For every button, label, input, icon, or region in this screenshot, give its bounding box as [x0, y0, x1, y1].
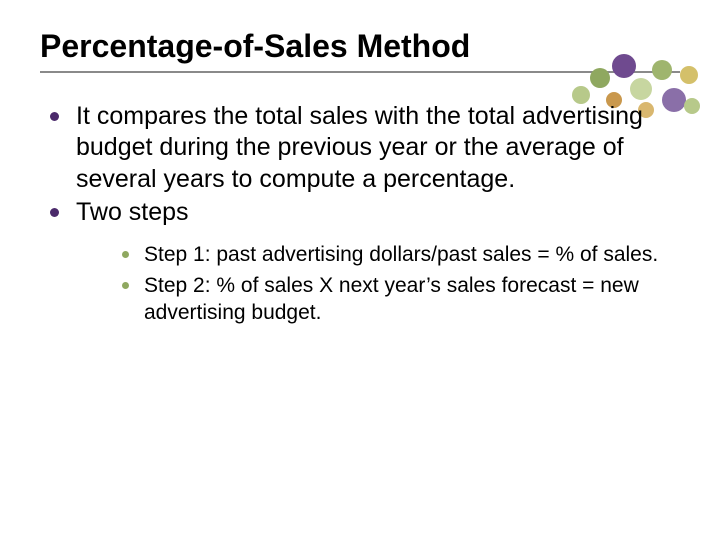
deco-dot	[684, 98, 700, 114]
deco-dot	[630, 78, 652, 100]
list-item: It compares the total sales with the tot…	[46, 101, 680, 195]
list-item: Step 1: past advertising dollars/past sa…	[118, 242, 680, 269]
list-item: Step 2: % of sales X next year’s sales f…	[118, 273, 680, 327]
list-item-text: Step 2: % of sales X next year’s sales f…	[144, 274, 639, 324]
title-underline	[40, 71, 680, 73]
bullet-list-level2: Step 1: past advertising dollars/past sa…	[76, 242, 680, 327]
list-item: Two steps Step 1: past advertising dolla…	[46, 197, 680, 327]
list-item-text: Two steps	[76, 198, 189, 226]
slide: Percentage-of-Sales Method It compares t…	[0, 0, 720, 540]
slide-title: Percentage-of-Sales Method	[40, 28, 680, 65]
list-item-text: It compares the total sales with the tot…	[76, 102, 643, 193]
list-item-text: Step 1: past advertising dollars/past sa…	[144, 243, 658, 266]
bullet-list-level1: It compares the total sales with the tot…	[40, 101, 680, 327]
deco-dot	[680, 66, 698, 84]
